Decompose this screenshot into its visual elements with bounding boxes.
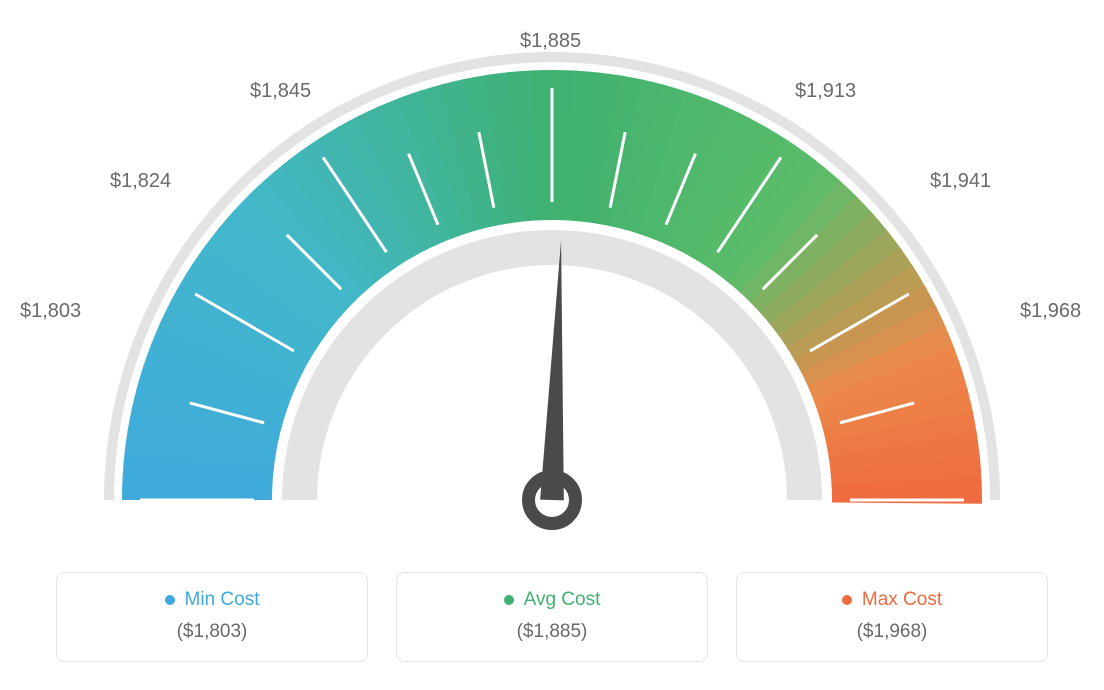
legend-dot-icon: [504, 595, 514, 605]
gauge-tick-label: $1,803: [20, 300, 81, 323]
legend-value: ($1,968): [857, 621, 928, 643]
legend-row: Min Cost ($1,803) Avg Cost ($1,885) Max …: [0, 572, 1104, 662]
gauge-tick-label: $1,941: [930, 170, 991, 193]
gauge-chart: $1,803 $1,824 $1,845 $1,885 $1,913 $1,941 $1,9…: [0, 0, 1104, 560]
legend-label: Max Cost: [862, 589, 942, 611]
legend-value: ($1,885): [517, 621, 588, 643]
legend-label: Min Cost: [185, 589, 260, 611]
gauge-tick-label: $1,968: [1020, 300, 1081, 323]
legend-card-min: Min Cost ($1,803): [56, 572, 368, 662]
gauge-needle: [540, 240, 564, 500]
gauge-tick-label: $1,824: [110, 170, 171, 193]
legend-label: Avg Cost: [524, 589, 601, 611]
legend-title: Avg Cost: [504, 589, 601, 611]
legend-card-avg: Avg Cost ($1,885): [396, 572, 708, 662]
legend-card-max: Max Cost ($1,968): [736, 572, 1048, 662]
legend-title: Max Cost: [842, 589, 942, 611]
gauge-tick-label: $1,885: [520, 30, 581, 53]
legend-value: ($1,803): [177, 621, 248, 643]
legend-dot-icon: [842, 595, 852, 605]
gauge-svg: [92, 40, 1012, 560]
legend-dot-icon: [165, 595, 175, 605]
legend-title: Min Cost: [165, 589, 260, 611]
gauge-tick-label: $1,845: [250, 80, 311, 103]
gauge-tick-label: $1,913: [795, 80, 856, 103]
